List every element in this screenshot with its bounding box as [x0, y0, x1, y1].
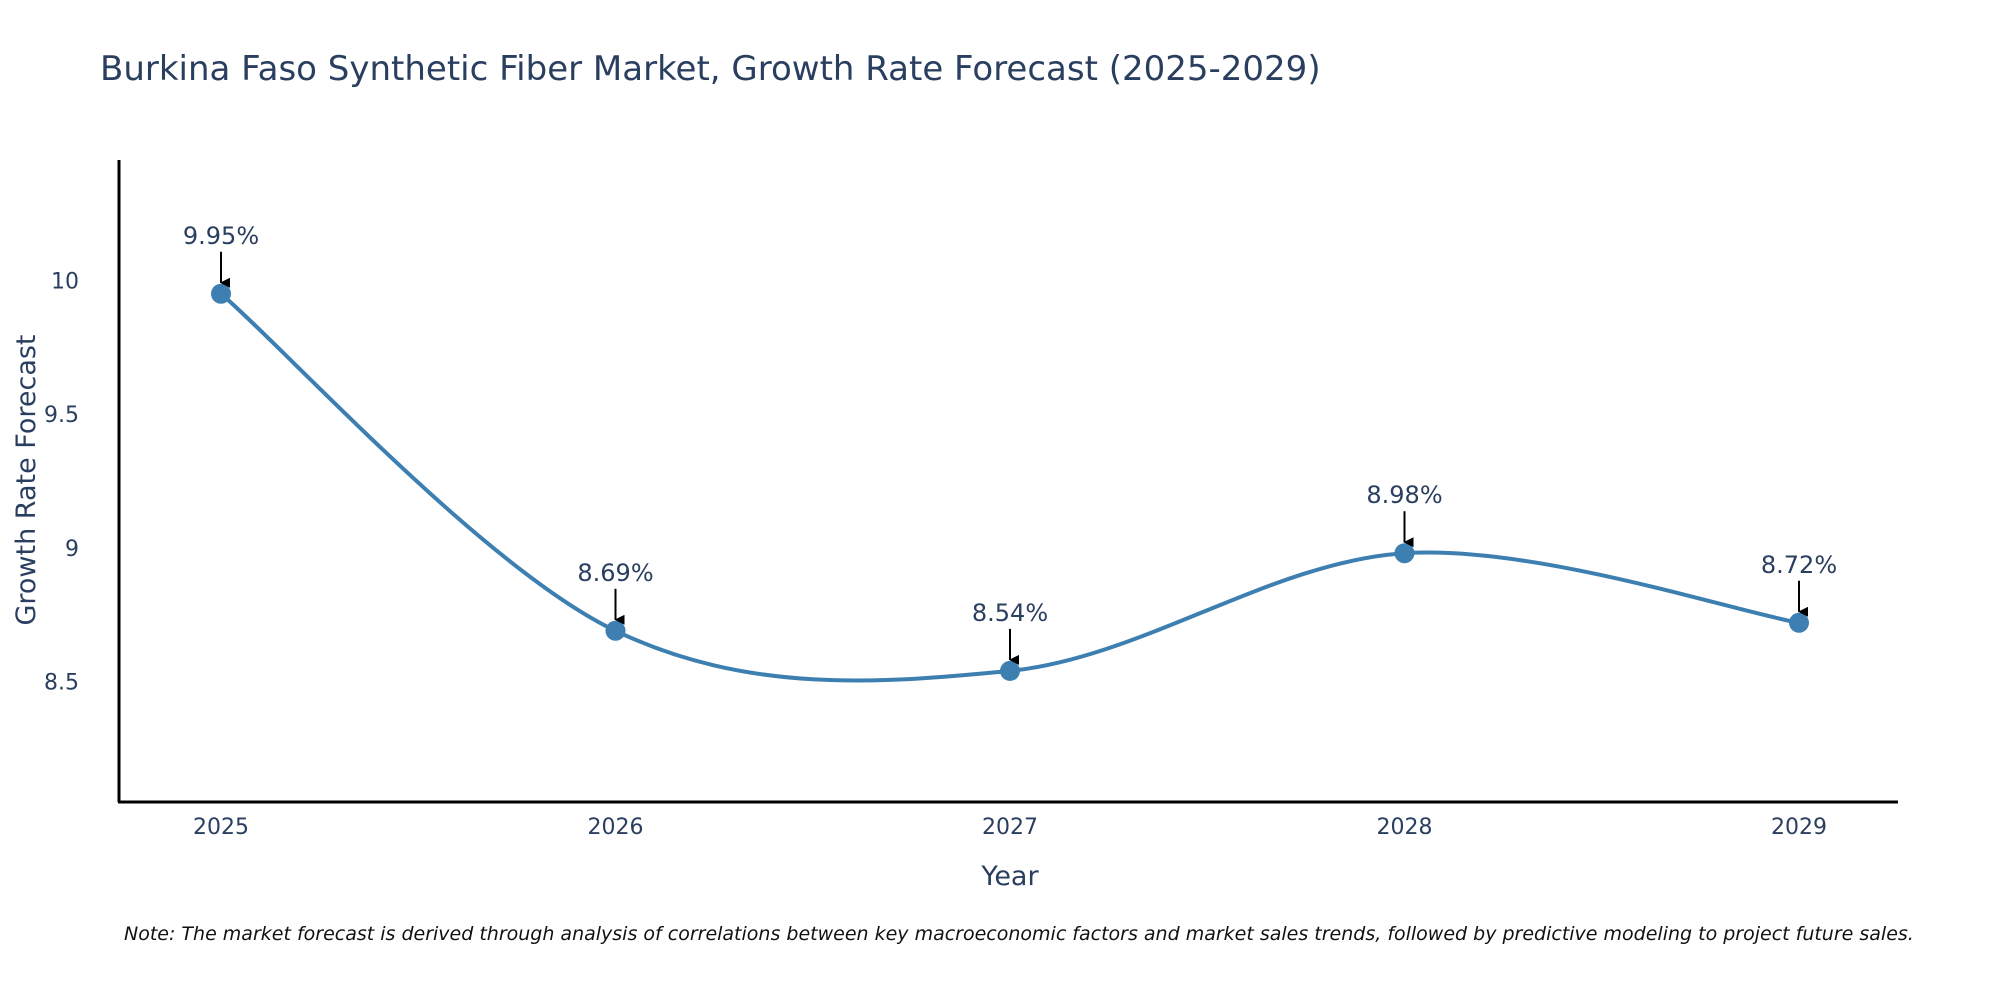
data-label-annotations: 9.95% 8.69% 8.54% 8.98% 8.72%	[183, 222, 1837, 665]
x-tick-label: 2027	[982, 815, 1038, 840]
data-point[interactable]	[1394, 543, 1415, 564]
y-tick-label: 9	[65, 537, 79, 562]
data-label: 8.69%	[577, 559, 653, 587]
y-axis-title: Growth Rate Forecast	[11, 334, 42, 625]
y-tick-label: 10	[51, 269, 79, 294]
x-axis-ticks: 2025 2026 2027 2028 2029	[193, 815, 1827, 840]
data-label: 8.72%	[1761, 551, 1837, 579]
x-tick-label: 2025	[193, 815, 249, 840]
chart-title: Burkina Faso Synthetic Fiber Market, Gro…	[100, 49, 1321, 89]
x-tick-label: 2029	[1771, 815, 1827, 840]
x-axis-title: Year	[980, 861, 1039, 892]
data-point[interactable]	[211, 283, 231, 304]
y-tick-label: 9.5	[44, 403, 79, 428]
data-point[interactable]	[1789, 612, 1809, 633]
y-axis-ticks: 8.5 9 9.5 10	[44, 269, 79, 695]
data-point[interactable]	[605, 620, 626, 641]
footnote: Note: The market forecast is derived thr…	[124, 923, 1914, 945]
data-label: 9.95%	[183, 222, 259, 250]
series-growth-rate	[211, 283, 1809, 683]
data-label: 8.54%	[972, 599, 1048, 627]
x-tick-label: 2028	[1377, 815, 1433, 840]
data-point[interactable]	[1000, 660, 1020, 681]
y-tick-label: 8.5	[44, 671, 79, 696]
x-tick-label: 2026	[588, 815, 644, 840]
data-label: 8.98%	[1366, 481, 1442, 509]
